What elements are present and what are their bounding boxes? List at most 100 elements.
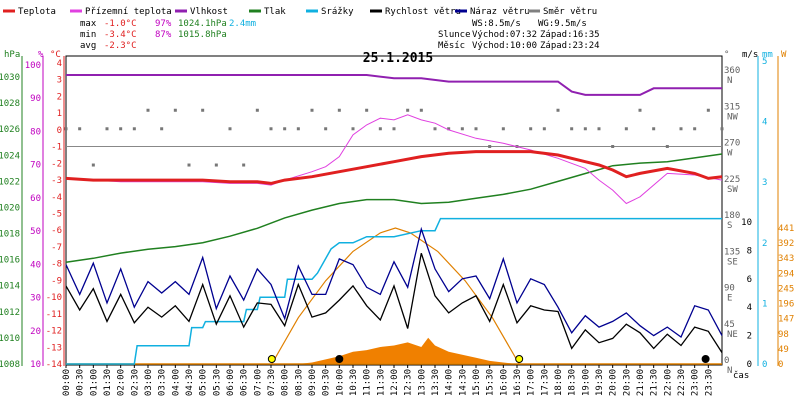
moon-marker-0 [335, 355, 344, 363]
wind-direction-point-9 [187, 163, 191, 167]
x-axis: 00:00 00:30 01:00 01:30 02:00 02:30 03:00 03:30… [62, 365, 749, 396]
x-tick-4: 02:00 [117, 369, 127, 396]
wind-wg: WG:9.5m/s [538, 19, 587, 29]
legend-label-5: Rychlost větru [385, 7, 461, 17]
x-tick-17: 08:30 [294, 369, 304, 396]
rain-tick-4: 1 [762, 299, 767, 309]
stat-avg-label: avg [80, 41, 96, 51]
pressure-tick-1: 1028 [0, 99, 20, 109]
axes: hPa1030102810261024102210201018101610141… [0, 50, 794, 376]
direction-cardinal-5: SE [727, 257, 738, 267]
wind-direction-point-31 [488, 145, 492, 148]
legend: Teplota Přízemní teplota Vlhkost Tlak Srážky… [3, 7, 597, 17]
rain-tick-2: 3 [762, 178, 767, 188]
wind-direction-point-20 [337, 108, 341, 112]
pressure-tick-5: 1020 [0, 203, 20, 213]
direction-tick-1: 315 [724, 102, 740, 112]
sun-label: Slunce [438, 30, 471, 40]
wind-direction-point-41 [624, 127, 628, 131]
x-tick-29: 14:30 [458, 369, 468, 396]
wind-direction-point-26 [419, 108, 423, 112]
stat-max-hum: 97% [155, 19, 172, 29]
solar-measured-area [298, 337, 517, 364]
solar-tick-8: 49 [778, 345, 789, 355]
x-tick-37: 18:30 [568, 369, 578, 396]
sun-marker-1 [515, 355, 524, 363]
solar-tick-1: 392 [778, 239, 794, 249]
solar-tick-3: 294 [778, 269, 794, 279]
temperature-tick-10: -6 [51, 226, 62, 236]
pressure-tick-6: 1018 [0, 230, 20, 240]
temperature-tick-13: -9 [51, 276, 62, 286]
wind-direction-point-40 [611, 145, 615, 148]
temperature-tick-11: -7 [51, 243, 62, 253]
x-tick-27: 13:30 [431, 369, 441, 396]
temperature-tick-5: -1 [51, 143, 62, 153]
pressure-tick-4: 1022 [0, 177, 20, 187]
x-tick-10: 05:00 [199, 369, 209, 396]
wind-direction-point-25 [406, 108, 410, 112]
wind-direction-point-7 [160, 127, 164, 131]
wind-direction-point-36 [556, 108, 560, 112]
legend-label-6: Náraz větru [470, 7, 530, 17]
wind-tick-5: 0 [747, 360, 752, 370]
x-tick-33: 16:30 [513, 369, 523, 396]
legend-label-1: Přízemní teplota [85, 7, 172, 17]
temperature-tick-16: -12 [46, 327, 62, 337]
x-tick-22: 11:00 [363, 369, 373, 396]
x-tick-26: 13:00 [417, 369, 427, 396]
wind-direction-point-35 [542, 127, 546, 131]
x-tick-3: 01:30 [103, 369, 113, 396]
plot-area [64, 74, 724, 365]
direction-tick-8: 0 [724, 356, 729, 366]
x-tick-13: 06:30 [240, 369, 250, 396]
x-tick-36: 18:00 [554, 369, 564, 396]
rain-tick-1: 4 [762, 118, 767, 128]
wind-direction-point-43 [652, 127, 656, 131]
temperature-tick-7: -3 [51, 176, 62, 186]
temperature-tick-18: -14 [46, 360, 62, 370]
legend-label-4: Srážky [321, 7, 354, 17]
wind-direction-point-11 [214, 163, 218, 167]
humidity-line [66, 74, 722, 96]
direction-tick-4: 180 [724, 211, 740, 221]
wind-direction-point-28 [447, 127, 451, 131]
wind-direction-point-5 [132, 127, 136, 131]
pressure-tick-10: 1010 [0, 334, 20, 344]
direction-tick-0: 360 [724, 66, 740, 76]
temperature-line [65, 150, 723, 185]
solar-unit: W [781, 50, 787, 60]
wind-direction-point-44 [665, 145, 669, 148]
wind-direction-point-1 [78, 127, 82, 131]
wind-direction-point-46 [693, 127, 697, 131]
legend-label-0: Teplota [18, 7, 56, 17]
wind-direction-point-21 [351, 127, 355, 131]
x-tick-42: 21:00 [636, 369, 646, 396]
wind-tick-0: 10 [741, 218, 752, 228]
wind-direction-point-4 [119, 127, 123, 131]
rain-line [66, 217, 722, 365]
humidity-tick-9: 10 [30, 360, 41, 370]
x-tick-21: 10:30 [349, 369, 359, 396]
wind-direction-point-48 [720, 127, 724, 131]
wind-gust-line [65, 226, 723, 338]
pressure-tick-3: 1024 [0, 151, 20, 161]
direction-cardinal-0: N [727, 76, 732, 86]
x-tick-1: 00:30 [76, 369, 86, 396]
x-tick-43: 21:30 [650, 369, 660, 396]
x-tick-44: 22:00 [663, 369, 673, 396]
direction-tick-2: 270 [724, 139, 740, 149]
wind-tick-3: 4 [747, 303, 752, 313]
x-tick-0: 00:00 [62, 369, 72, 396]
wind-direction-point-18 [310, 108, 314, 112]
x-tick-45: 22:30 [677, 369, 687, 396]
wind-direction-point-12 [228, 127, 232, 131]
x-tick-20: 10:00 [335, 369, 345, 396]
humidity-tick-7: 30 [30, 294, 41, 304]
direction-cardinal-1: NW [727, 112, 738, 122]
humidity-tick-8: 20 [30, 327, 41, 337]
wind-direction-point-10 [201, 108, 205, 112]
x-tick-7: 03:30 [158, 369, 168, 396]
wind-tick-2: 6 [747, 275, 752, 285]
humidity-tick-2: 80 [30, 127, 41, 137]
